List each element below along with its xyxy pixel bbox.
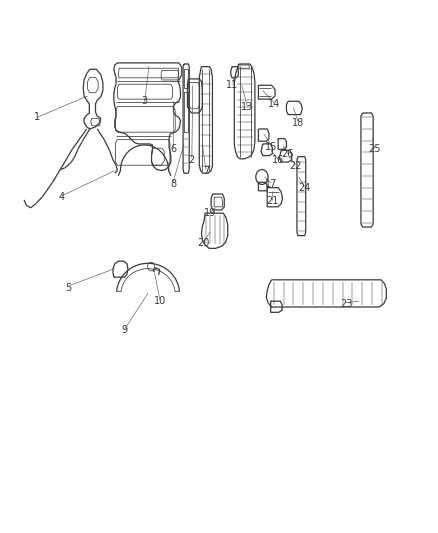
Text: 9: 9	[122, 326, 128, 335]
Text: 5: 5	[65, 283, 71, 293]
Text: 14: 14	[268, 99, 280, 109]
Text: 6: 6	[170, 144, 176, 154]
Text: 21: 21	[266, 197, 279, 206]
Text: 23: 23	[340, 299, 352, 309]
Text: 18: 18	[292, 118, 304, 127]
Text: 16: 16	[272, 155, 284, 165]
Text: 4: 4	[58, 192, 64, 202]
Text: 22: 22	[290, 161, 302, 171]
Text: 1: 1	[34, 112, 40, 122]
Text: 20: 20	[198, 238, 210, 247]
Text: 3: 3	[141, 96, 148, 106]
Text: 19: 19	[204, 208, 216, 218]
Text: 2: 2	[189, 155, 195, 165]
Text: 8: 8	[170, 179, 176, 189]
Text: 11: 11	[226, 80, 238, 90]
Text: 24: 24	[298, 183, 311, 192]
Text: 25: 25	[368, 144, 381, 154]
Text: 26: 26	[282, 149, 294, 158]
Text: 17: 17	[265, 179, 277, 189]
Text: 10: 10	[154, 296, 166, 306]
Text: 7: 7	[203, 166, 209, 175]
Text: 15: 15	[265, 142, 278, 151]
Text: 13: 13	[241, 102, 254, 111]
